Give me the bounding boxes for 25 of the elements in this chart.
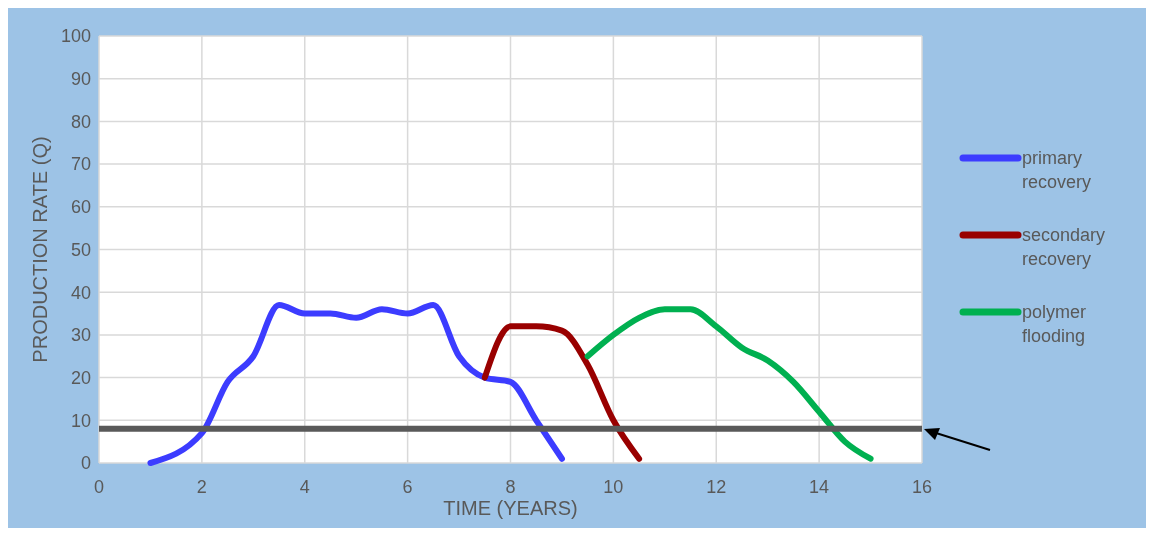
y-tick-label: 40	[70, 282, 91, 303]
y-tick-label: 80	[70, 111, 91, 132]
legend-label: primary recovery	[1022, 148, 1092, 192]
x-tick-label: 8	[505, 477, 516, 497]
y-tick-label: 20	[70, 367, 91, 388]
y-tick-label: 0	[80, 453, 91, 474]
y-tick-label: 50	[70, 239, 91, 260]
x-tick-label: 14	[809, 477, 830, 497]
x-tick-label: 12	[706, 477, 727, 497]
x-tick-label: 2	[196, 477, 207, 497]
y-tick-label: 70	[70, 154, 91, 175]
y-axis-title: PRODUCTION RATE (Q)	[29, 136, 51, 363]
y-tick-label: 60	[70, 197, 91, 218]
y-tick-label: 100	[60, 26, 91, 47]
x-tick-label: 16	[911, 477, 933, 497]
x-tick-label: 0	[93, 477, 105, 497]
legend-label: polymer flooding	[1022, 302, 1087, 346]
y-tick-label: 30	[70, 325, 91, 346]
x-tick-label: 4	[299, 477, 310, 497]
y-tick-label: 90	[70, 69, 91, 89]
legend-label: secondary recovery	[1022, 225, 1106, 269]
y-tick-label: 10	[70, 410, 91, 431]
x-axis-title: TIME (YEARS)	[443, 497, 578, 519]
x-tick-label: 10	[603, 477, 624, 497]
x-tick-label: 6	[402, 477, 413, 497]
